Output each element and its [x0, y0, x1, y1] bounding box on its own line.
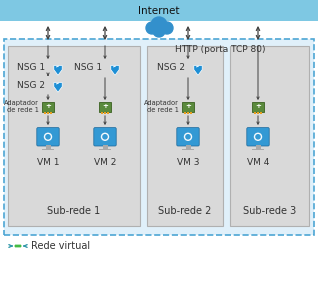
FancyBboxPatch shape	[101, 112, 103, 114]
Text: VM 3: VM 3	[177, 158, 199, 167]
Text: VM 4: VM 4	[247, 158, 269, 167]
Circle shape	[161, 22, 173, 34]
Polygon shape	[111, 65, 119, 75]
Circle shape	[256, 135, 260, 139]
Text: +: +	[102, 102, 108, 108]
Circle shape	[46, 135, 50, 139]
FancyBboxPatch shape	[99, 149, 111, 150]
Text: Rede virtual: Rede virtual	[31, 241, 90, 251]
FancyBboxPatch shape	[252, 149, 264, 150]
FancyBboxPatch shape	[190, 112, 192, 114]
Circle shape	[254, 133, 261, 140]
Circle shape	[151, 17, 167, 33]
Text: NSG 1: NSG 1	[17, 63, 45, 72]
FancyBboxPatch shape	[247, 128, 269, 146]
Text: VM 2: VM 2	[94, 158, 116, 167]
FancyBboxPatch shape	[42, 102, 54, 112]
Polygon shape	[194, 65, 202, 75]
Polygon shape	[54, 65, 62, 75]
FancyBboxPatch shape	[187, 112, 189, 114]
FancyBboxPatch shape	[107, 112, 109, 114]
FancyBboxPatch shape	[104, 112, 106, 114]
Text: +: +	[255, 102, 261, 108]
FancyBboxPatch shape	[255, 145, 260, 149]
Circle shape	[103, 135, 107, 139]
FancyBboxPatch shape	[4, 39, 314, 235]
Circle shape	[184, 133, 191, 140]
FancyBboxPatch shape	[37, 128, 59, 146]
FancyBboxPatch shape	[230, 46, 309, 226]
Text: VM 1: VM 1	[37, 158, 59, 167]
FancyBboxPatch shape	[177, 128, 199, 146]
Circle shape	[186, 135, 190, 139]
FancyBboxPatch shape	[99, 102, 111, 112]
Text: +: +	[185, 102, 191, 108]
Circle shape	[15, 245, 17, 247]
FancyBboxPatch shape	[147, 46, 223, 226]
FancyBboxPatch shape	[94, 128, 116, 146]
Text: Adaptador
de rede 1: Adaptador de rede 1	[4, 100, 39, 113]
FancyBboxPatch shape	[8, 46, 140, 226]
Polygon shape	[54, 82, 62, 92]
Text: Adaptador
de rede 1: Adaptador de rede 1	[144, 100, 179, 113]
Text: Internet: Internet	[138, 5, 180, 16]
FancyBboxPatch shape	[0, 0, 318, 21]
Circle shape	[17, 245, 19, 247]
Circle shape	[146, 22, 158, 34]
FancyBboxPatch shape	[185, 145, 190, 149]
FancyBboxPatch shape	[42, 149, 54, 150]
FancyBboxPatch shape	[102, 145, 107, 149]
FancyBboxPatch shape	[45, 145, 51, 149]
FancyBboxPatch shape	[257, 112, 259, 114]
Circle shape	[45, 133, 52, 140]
Text: NSG 2: NSG 2	[17, 80, 45, 89]
FancyBboxPatch shape	[44, 112, 46, 114]
FancyBboxPatch shape	[254, 112, 256, 114]
Circle shape	[101, 133, 108, 140]
Text: HTTP (porta TCP 80): HTTP (porta TCP 80)	[175, 44, 265, 53]
Text: NSG 1: NSG 1	[74, 63, 102, 72]
Circle shape	[19, 245, 21, 247]
FancyBboxPatch shape	[184, 112, 186, 114]
FancyBboxPatch shape	[47, 112, 49, 114]
FancyBboxPatch shape	[50, 112, 52, 114]
Circle shape	[153, 25, 165, 37]
Text: Sub-rede 1: Sub-rede 1	[47, 206, 100, 216]
FancyBboxPatch shape	[182, 149, 194, 150]
FancyBboxPatch shape	[260, 112, 262, 114]
Text: Sub-rede 2: Sub-rede 2	[158, 206, 212, 216]
FancyBboxPatch shape	[182, 102, 194, 112]
FancyBboxPatch shape	[252, 102, 264, 112]
Text: +: +	[45, 102, 51, 108]
Text: Sub-rede 3: Sub-rede 3	[243, 206, 296, 216]
Text: NSG 2: NSG 2	[157, 63, 185, 72]
